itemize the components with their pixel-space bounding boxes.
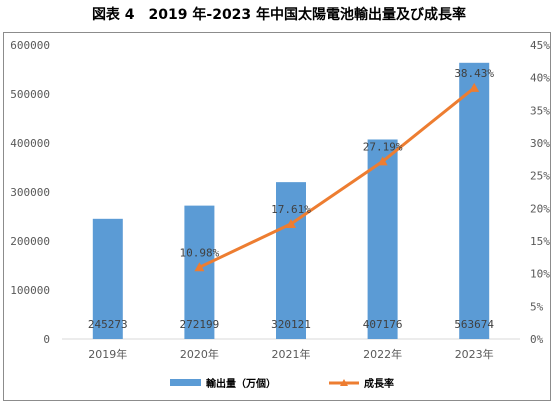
growth-value-label: 10.98% xyxy=(180,246,220,259)
bar-value-label: 245273 xyxy=(88,318,128,331)
right-axis-tick: 5% xyxy=(530,300,544,313)
legend-line-label: 成長率 xyxy=(364,377,394,390)
bar xyxy=(367,139,398,339)
bar-value-label: 272199 xyxy=(180,318,220,331)
bar-value-label: 563674 xyxy=(454,318,494,331)
growth-line xyxy=(198,86,476,269)
legend-bar-swatch xyxy=(170,379,201,386)
right-axis-tick: 25% xyxy=(530,170,550,183)
left-axis-tick: 600000 xyxy=(10,39,50,52)
left-axis-tick: 500000 xyxy=(10,88,50,101)
bar xyxy=(184,205,215,339)
left-axis-tick: 200000 xyxy=(10,235,50,248)
left-axis-tick: 0 xyxy=(43,333,50,346)
growth-value-label: 17.61% xyxy=(271,203,311,216)
bar-value-label: 320121 xyxy=(271,318,311,331)
legend-bar-label: 輸出量（万個） xyxy=(206,377,276,390)
left-axis-tick: 100000 xyxy=(10,284,50,297)
growth-marker xyxy=(286,218,296,228)
left-axis-tick: 300000 xyxy=(10,186,50,199)
x-axis-tick: 2019年 xyxy=(88,347,127,361)
growth-value-label: 27.19% xyxy=(363,140,403,153)
right-axis-tick: 40% xyxy=(530,72,550,85)
right-axis-tick: 20% xyxy=(530,202,550,215)
growth-marker xyxy=(194,262,205,272)
right-axis-tick: 0% xyxy=(530,333,544,346)
bar xyxy=(92,218,123,339)
right-axis-tick: 30% xyxy=(530,137,550,150)
legend-line-marker xyxy=(340,379,348,386)
bar xyxy=(459,62,490,339)
x-axis-tick: 2022年 xyxy=(363,347,402,361)
left-axis-tick: 400000 xyxy=(10,137,50,150)
right-axis-tick: 15% xyxy=(530,235,550,248)
chart-title: 図表 4 2019 年-2023 年中国太陽電池輸出量及び成長率 xyxy=(91,7,467,23)
growth-marker xyxy=(377,156,388,166)
bar-value-label: 407176 xyxy=(363,318,403,331)
growth-value-label: 38.43% xyxy=(454,67,494,80)
growth-marker xyxy=(469,82,480,92)
right-axis-tick: 10% xyxy=(530,268,550,281)
bar xyxy=(276,182,306,339)
x-axis-tick: 2021年 xyxy=(272,347,311,361)
right-axis-tick: 45% xyxy=(530,39,550,52)
x-axis-tick: 2020年 xyxy=(180,347,219,361)
right-axis-tick: 35% xyxy=(530,104,550,117)
chart-frame xyxy=(3,32,551,401)
x-axis-tick: 2023年 xyxy=(455,347,494,361)
